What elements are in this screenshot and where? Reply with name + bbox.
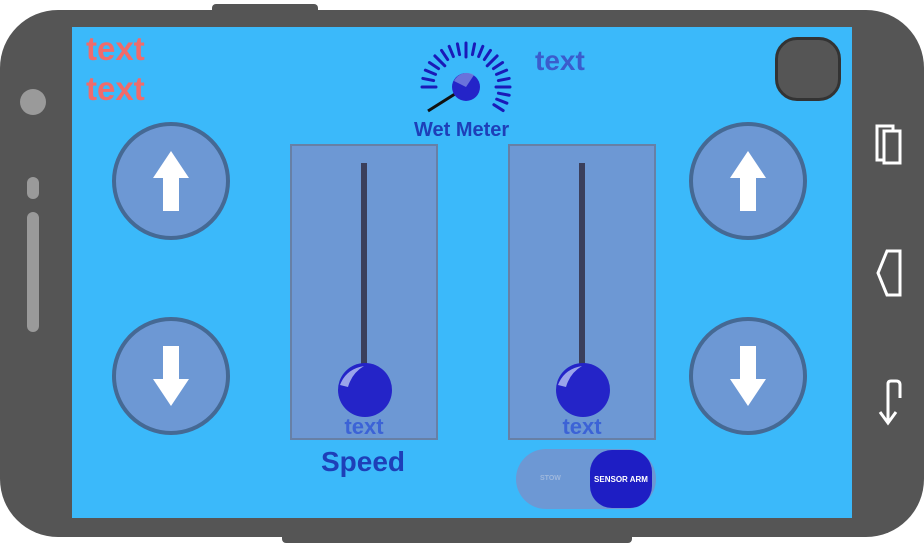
meter-value-text: text xyxy=(535,45,585,76)
arrow-down-icon xyxy=(153,346,189,406)
right-slider[interactable]: text xyxy=(508,144,656,440)
volume-key-small xyxy=(27,177,39,199)
left-speed-slider[interactable]: text xyxy=(290,144,438,440)
right-down-button[interactable] xyxy=(689,317,807,435)
left-slider-track xyxy=(361,163,367,368)
gauge-dial-icon xyxy=(420,41,512,113)
wet-meter-label: Wet Meter xyxy=(414,119,510,141)
wet-meter-gauge xyxy=(412,33,522,123)
left-slider-knob[interactable] xyxy=(338,363,392,417)
arrow-up-icon xyxy=(153,151,189,211)
volume-key-long xyxy=(27,212,39,332)
recent-apps-icon[interactable] xyxy=(874,123,904,165)
right-slider-knob[interactable] xyxy=(556,363,610,417)
left-up-button[interactable] xyxy=(112,122,230,240)
right-up-button[interactable] xyxy=(689,122,807,240)
arrow-up-icon xyxy=(730,151,766,211)
status-line-1: text xyxy=(86,30,145,67)
return-icon[interactable] xyxy=(874,378,904,426)
corner-square-button[interactable] xyxy=(775,37,841,101)
right-slider-track xyxy=(579,163,585,368)
stow-sensor-arm-toggle[interactable]: STOW SENSOR ARM xyxy=(516,449,656,509)
left-slider-caption: text xyxy=(344,414,384,439)
right-slider-caption: text xyxy=(562,414,602,439)
speed-label: Speed xyxy=(321,446,406,477)
app-screen: text text Wet Meter text xyxy=(72,27,852,518)
left-down-button[interactable] xyxy=(112,317,230,435)
status-line-2: text xyxy=(86,70,145,107)
arrow-down-icon xyxy=(730,346,766,406)
toggle-off-label: STOW xyxy=(540,475,561,482)
front-camera xyxy=(20,89,46,115)
toggle-on-label: SENSOR ARM xyxy=(590,450,652,508)
back-icon[interactable] xyxy=(874,248,904,298)
